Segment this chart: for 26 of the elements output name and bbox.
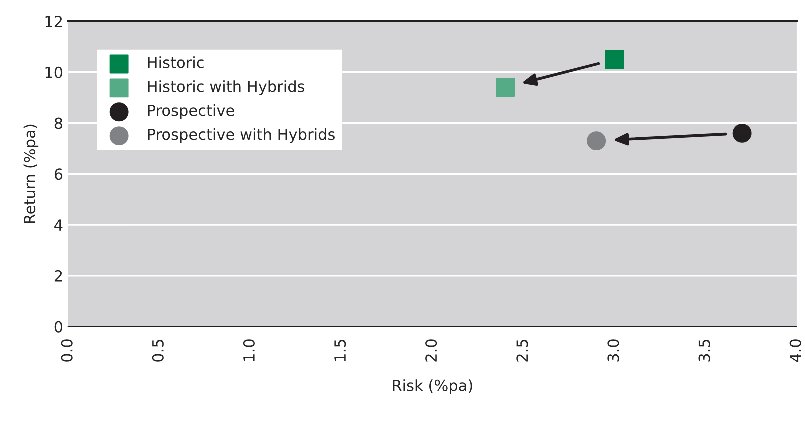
x-tick-label: 2.0 xyxy=(426,340,438,362)
y-tick-label: 10 xyxy=(46,66,63,78)
y-tick-label: 8 xyxy=(54,118,63,130)
x-axis-title: Risk (%pa) xyxy=(393,380,472,394)
legend-label: Historic with Hybrids xyxy=(148,80,305,96)
x-tick-label: 0.5 xyxy=(152,340,164,362)
legend-label: Prospective with Hybrids xyxy=(148,128,335,144)
x-tick-label: 0.0 xyxy=(61,340,73,362)
point xyxy=(605,50,624,70)
legend-label: Historic xyxy=(148,56,204,68)
y-tick-label: 4 xyxy=(54,220,63,231)
y-tick-label: 0 xyxy=(54,321,63,333)
point xyxy=(732,124,752,143)
x-tick-label: 1.0 xyxy=(243,340,255,362)
x-tick-label: 4.0 xyxy=(790,340,802,362)
x-tick-label: 1.5 xyxy=(334,340,346,362)
y-axis-title: Return (%pa) xyxy=(24,124,39,224)
y-tick-label: 6 xyxy=(54,168,63,180)
point xyxy=(587,132,606,151)
y-tick-label: 2 xyxy=(54,270,62,282)
y-tick-label: 12 xyxy=(46,16,62,28)
x-tick-label: 3.0 xyxy=(608,340,620,362)
point xyxy=(496,78,516,98)
x-tick-label: 2.5 xyxy=(516,340,528,362)
legend-label: Prospective xyxy=(148,104,234,120)
x-tick-label: 3.5 xyxy=(698,340,710,362)
